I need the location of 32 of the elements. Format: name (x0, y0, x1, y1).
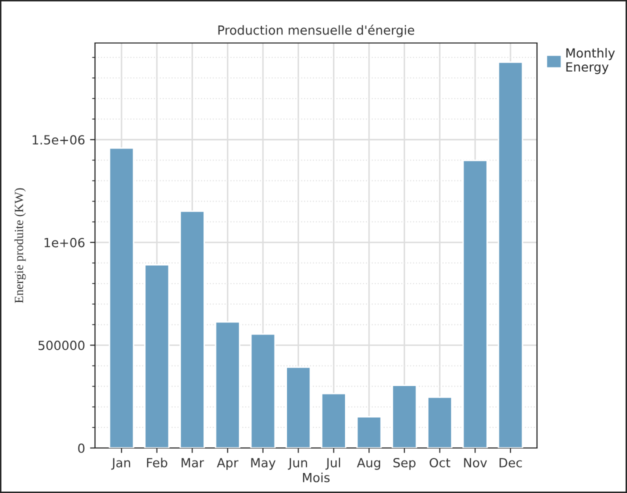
chart-title: Production mensuelle d'énergie (218, 24, 414, 38)
bar (144, 264, 170, 448)
x-tick-label: Feb (147, 458, 168, 468)
bar (214, 321, 240, 448)
bar (392, 384, 418, 448)
bar (286, 366, 312, 448)
x-axis-title: Mois (303, 472, 330, 482)
x-tick-label: Dec (500, 458, 522, 468)
y-tick-label: 500000 (38, 340, 84, 350)
bar (250, 333, 276, 448)
x-tick-label: Jan (111, 458, 130, 470)
x-tick-label: Jul (325, 458, 340, 470)
x-tick-label: Apr (216, 458, 238, 470)
x-tick-label: Aug (356, 458, 380, 470)
x-tick-label: Sep (393, 458, 416, 470)
bar (498, 61, 524, 448)
x-tick-label: Nov (464, 458, 487, 468)
x-tick-label: Jun (288, 458, 308, 470)
bar (427, 396, 452, 448)
bar (462, 160, 488, 448)
x-tick-label: Oct (430, 458, 450, 468)
legend-label: Monthly Energy (566, 48, 615, 74)
x-tick-label: May (251, 458, 276, 470)
y-axis-title: Energie produite (KW) (14, 188, 26, 303)
y-tick-label: 1e+06 (44, 238, 84, 248)
bar (356, 416, 382, 448)
y-tick-label: 0 (78, 443, 84, 453)
bar (180, 210, 205, 448)
bar (320, 392, 346, 448)
y-tick-label: 1.5e+06 (32, 135, 84, 145)
bar (108, 147, 134, 448)
x-tick-label: Mar (182, 458, 204, 468)
